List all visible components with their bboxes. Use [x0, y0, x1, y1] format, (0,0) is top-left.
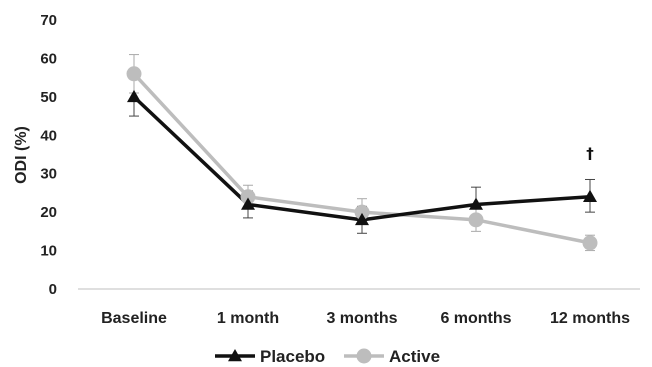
- data-point-active: [240, 189, 256, 205]
- data-point-placebo: [241, 197, 255, 210]
- y-tick-label: 0: [49, 281, 57, 298]
- series-markers: [126, 66, 598, 251]
- annotations: †: [586, 145, 594, 163]
- x-axis: Baseline 1 month 3 months 6 months 12 months: [78, 288, 640, 327]
- data-point-placebo: [583, 189, 597, 203]
- significance-marker: †: [586, 145, 594, 163]
- y-tick-label: 40: [40, 127, 57, 144]
- legend-marker-active: [356, 348, 372, 364]
- y-tick-label: 50: [40, 89, 57, 106]
- x-tick-label: Baseline: [101, 310, 167, 327]
- x-tick-label: 6 months: [440, 310, 511, 327]
- legend: Placebo Active: [215, 347, 440, 366]
- y-tick-label: 10: [40, 243, 57, 260]
- y-tick-label: 70: [40, 12, 57, 29]
- legend-item-placebo: Placebo: [215, 347, 325, 366]
- legend-label-active: Active: [389, 347, 440, 366]
- x-tick-label: 3 months: [326, 310, 397, 327]
- x-tick-label: 1 month: [217, 310, 279, 327]
- y-tick-label: 60: [40, 50, 57, 67]
- data-point-placebo: [127, 89, 141, 103]
- data-point-active: [582, 235, 598, 251]
- y-axis-title: ODI (%): [13, 126, 30, 184]
- y-tick-label: 30: [40, 166, 57, 183]
- legend-marker-placebo: [228, 349, 242, 362]
- y-tick-label: 20: [40, 204, 57, 221]
- y-axis: 0 10 20 30 40 50 60 70: [40, 12, 57, 298]
- data-point-active: [354, 204, 370, 220]
- legend-label-placebo: Placebo: [260, 347, 325, 366]
- legend-item-active: Active: [344, 347, 440, 366]
- data-point-placebo: [469, 197, 483, 210]
- x-tick-label: 12 months: [550, 310, 630, 327]
- data-point-placebo: [355, 212, 369, 226]
- data-point-active: [468, 212, 484, 228]
- data-point-active: [126, 66, 142, 82]
